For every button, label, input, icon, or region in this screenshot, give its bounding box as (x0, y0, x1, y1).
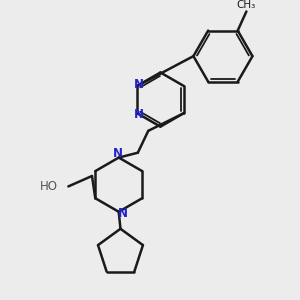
Text: N: N (118, 207, 128, 220)
Text: N: N (113, 147, 123, 160)
Text: HO: HO (40, 180, 58, 193)
Text: CH₃: CH₃ (237, 0, 256, 10)
Text: N: N (134, 108, 144, 122)
Text: N: N (134, 78, 144, 91)
